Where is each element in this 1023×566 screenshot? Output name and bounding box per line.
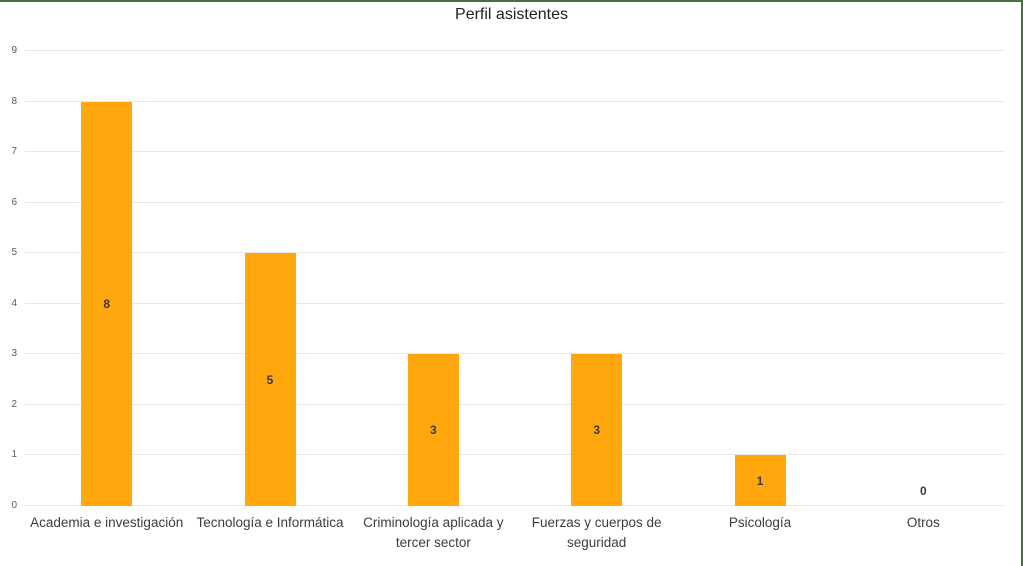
y-tick-label-2: 2 bbox=[11, 398, 17, 410]
gridline-y5 bbox=[25, 252, 1005, 254]
category-label-1: Academia e investigación bbox=[30, 515, 184, 530]
bar-5 bbox=[734, 455, 786, 506]
chart-title: Perfil asistentes bbox=[455, 6, 568, 23]
gridline-y0 bbox=[25, 505, 1005, 506]
gridline-y7 bbox=[25, 151, 1005, 153]
category-label-4: Fuerzas y cuerpos de seguridad bbox=[531, 515, 662, 550]
y-tick-label-1: 1 bbox=[11, 449, 17, 461]
bar-4 bbox=[571, 354, 623, 506]
data-label-1: 8 bbox=[103, 296, 110, 311]
data-label-4: 3 bbox=[593, 423, 600, 438]
frame-top-border bbox=[0, 0, 1023, 2]
plot-area: 8 5 3 3 1 0 bbox=[25, 50, 1005, 506]
gridline-y1 bbox=[25, 454, 1005, 456]
y-tick-label-6: 6 bbox=[11, 196, 17, 208]
category-label-2: Tecnología e Informática bbox=[196, 515, 344, 530]
data-label-3: 3 bbox=[429, 423, 437, 438]
bar-2 bbox=[244, 253, 296, 506]
x-axis: Academia e investigación Tecnología e Inf… bbox=[25, 513, 1005, 559]
category-label-5: Psicología bbox=[728, 515, 792, 530]
data-label-2: 5 bbox=[266, 372, 274, 387]
y-tick-label-7: 7 bbox=[11, 146, 17, 158]
gridline-y6 bbox=[25, 201, 1005, 203]
category-label-6: Otros bbox=[906, 515, 940, 530]
gridline-y2 bbox=[25, 403, 1005, 405]
y-tick-label-9: 9 bbox=[11, 45, 17, 56]
category-label-3: Criminología aplicada y tercer sector bbox=[363, 515, 504, 550]
gridline-y3 bbox=[25, 353, 1005, 355]
bar-1 bbox=[81, 101, 133, 506]
data-label-6: 0 bbox=[919, 484, 927, 498]
frame-right-border bbox=[1021, 0, 1023, 566]
y-tick-label-5: 5 bbox=[11, 247, 17, 259]
gridline-y8 bbox=[25, 100, 1005, 102]
y-tick-label-4: 4 bbox=[11, 297, 17, 309]
gridline-y4 bbox=[25, 302, 1005, 304]
y-tick-label-3: 3 bbox=[11, 348, 17, 360]
bar-3 bbox=[407, 354, 459, 506]
gridline-y9 bbox=[25, 50, 1005, 51]
data-label-5: 1 bbox=[756, 473, 764, 488]
y-tick-label-0: 0 bbox=[11, 500, 17, 511]
y-tick-label-8: 8 bbox=[11, 95, 17, 107]
